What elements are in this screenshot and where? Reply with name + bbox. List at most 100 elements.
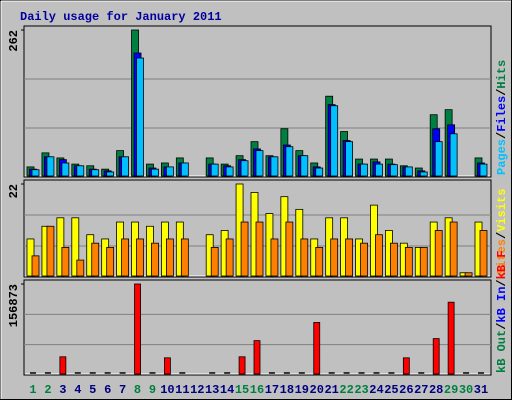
x-tick-label: 9 [149, 383, 156, 397]
x-tick-label: 23 [354, 383, 368, 397]
x-tick-label: 30 [459, 383, 473, 397]
x-tick-label: 25 [384, 383, 398, 397]
bar [255, 221, 264, 277]
bar [447, 301, 455, 375]
legend-separator: / [495, 132, 509, 139]
legend-separator: / [495, 232, 509, 239]
bar [240, 221, 249, 277]
bar [360, 242, 368, 277]
bar [134, 283, 141, 375]
bar [46, 156, 55, 177]
bar [389, 242, 398, 277]
bar [330, 105, 339, 177]
legend-separator: / [495, 89, 509, 96]
bar [59, 356, 67, 375]
x-tick-label: 28 [429, 383, 443, 397]
x-tick-label: 6 [104, 383, 111, 397]
bar [330, 238, 339, 277]
bar [419, 247, 428, 277]
x-tick-label: 8 [134, 383, 141, 397]
bar [225, 166, 234, 177]
bar [449, 221, 458, 277]
bar [71, 217, 80, 277]
bar [56, 217, 65, 277]
x-tick-label: 5 [89, 383, 96, 397]
bar [76, 165, 85, 177]
x-tick-label: 27 [414, 383, 428, 397]
bar [360, 163, 368, 177]
legend-separator: / [495, 279, 509, 286]
bar [136, 238, 144, 277]
bar [255, 150, 264, 177]
bar [270, 156, 279, 177]
bar [315, 167, 324, 177]
x-tick-label: 19 [295, 383, 309, 397]
legend-entry: Pages [495, 139, 509, 175]
bar [106, 247, 115, 277]
bar [313, 322, 321, 375]
bar [151, 168, 159, 177]
bar [163, 357, 171, 375]
legend-entry: Hits [495, 60, 509, 89]
x-tick-label: 12 [190, 383, 204, 397]
bar [345, 238, 354, 277]
bar [31, 255, 40, 277]
bar [91, 169, 100, 177]
bar [434, 230, 443, 277]
legend-entry: kB Out [495, 330, 509, 373]
bar [165, 238, 174, 277]
legend-entry: Files [495, 96, 509, 132]
bar [253, 340, 261, 375]
bar [225, 238, 234, 277]
legend: kB Out/kB In/kB F [495, 251, 509, 373]
bar [315, 247, 324, 277]
bar [345, 141, 354, 177]
bar [106, 171, 115, 177]
x-tick-label: 20 [310, 383, 324, 397]
x-tick-label: 3 [59, 383, 66, 397]
y-tick-label: 22 [7, 184, 21, 198]
bar [285, 146, 294, 177]
bar [432, 338, 440, 375]
bar [210, 163, 219, 177]
chart-title: Daily usage for January 2011 [20, 10, 222, 24]
legend-entry: kB F [495, 251, 509, 280]
x-tick-label: 2 [44, 383, 51, 397]
bar [404, 247, 413, 277]
x-tick-label: 22 [339, 383, 353, 397]
bar [402, 357, 410, 375]
x-tick-label: 29 [444, 383, 458, 397]
legend: Sites/Visits [495, 189, 509, 275]
y-tick-label: 262 [7, 30, 21, 52]
bar [300, 155, 309, 177]
bar [165, 166, 174, 177]
x-tick-label: 15 [235, 383, 249, 397]
bar [151, 242, 159, 277]
bar [31, 169, 40, 177]
x-tick-label: 18 [280, 383, 294, 397]
x-tick-label: 4 [74, 383, 81, 397]
x-tick-label: 13 [205, 383, 219, 397]
y-tick-label: 156873 [7, 284, 21, 327]
legend-separator: / [495, 323, 509, 330]
bar [479, 163, 488, 177]
bar [61, 247, 70, 277]
legend-entry: Sites [495, 239, 509, 275]
bar [300, 238, 309, 277]
bar [389, 164, 398, 177]
bar [238, 356, 246, 375]
bar [240, 160, 249, 177]
bar [61, 162, 70, 177]
x-tick-label: 21 [324, 383, 338, 397]
x-tick-label: 24 [369, 383, 383, 397]
bar [419, 171, 428, 177]
x-tick-label: 1 [29, 383, 36, 397]
x-tick-label: 16 [250, 383, 264, 397]
legend-entry: Visits [495, 189, 509, 232]
bar [270, 238, 279, 277]
bar [464, 272, 473, 277]
bar [46, 225, 55, 277]
legend: Pages/Files/Hits [495, 60, 509, 175]
bar [210, 247, 219, 277]
